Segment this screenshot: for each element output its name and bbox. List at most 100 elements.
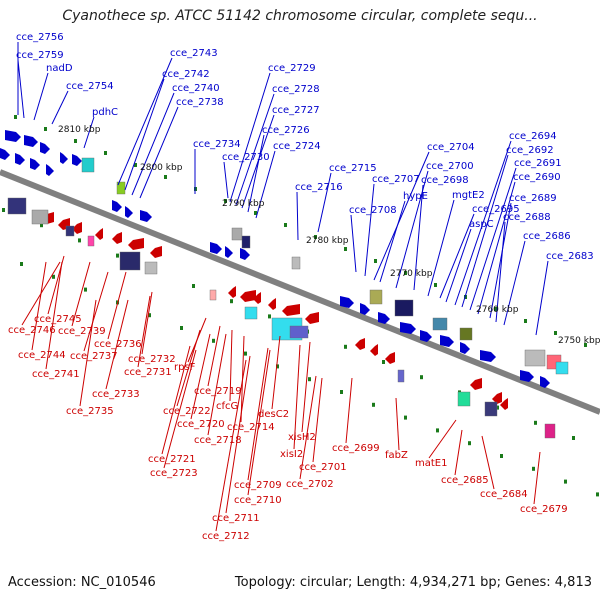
- reverse-gene-label[interactable]: cce_2679: [520, 504, 568, 515]
- forward-gene-label[interactable]: cce_2707: [372, 174, 420, 185]
- reverse-gene-label[interactable]: cce_2701: [299, 462, 347, 473]
- forward-gene-arrow[interactable]: [440, 335, 454, 347]
- forward-gene-label[interactable]: cce_2704: [427, 142, 475, 153]
- forward-gene-arrow[interactable]: [15, 153, 25, 165]
- reverse-gene-label[interactable]: cce_2741: [32, 369, 80, 380]
- forward-gene-arrow[interactable]: [360, 303, 370, 315]
- forward-gene-arrow[interactable]: [24, 135, 38, 147]
- gene-block[interactable]: [369, 289, 383, 305]
- forward-gene-label[interactable]: cce_2759: [16, 50, 64, 61]
- reverse-gene-arrow[interactable]: [305, 312, 319, 324]
- forward-gene-arrow[interactable]: [30, 158, 40, 170]
- forward-gene-arrow[interactable]: [520, 370, 534, 382]
- reverse-gene-label[interactable]: xisI2: [280, 449, 303, 460]
- gene-block[interactable]: [31, 209, 49, 225]
- forward-gene-label[interactable]: cce_2728: [272, 84, 320, 95]
- forward-gene-label[interactable]: cce_2692: [506, 145, 554, 156]
- reverse-gene-label[interactable]: cce_2685: [441, 475, 489, 486]
- reverse-gene-label[interactable]: matE1: [415, 458, 447, 469]
- forward-gene-label[interactable]: mgtE2: [452, 190, 485, 201]
- reverse-gene-label[interactable]: cce_2720: [177, 419, 225, 430]
- gene-block[interactable]: [459, 327, 473, 341]
- forward-gene-label[interactable]: cce_2716: [295, 182, 343, 193]
- forward-gene-arrow[interactable]: [140, 210, 152, 222]
- reverse-gene-label[interactable]: cce_2746: [8, 325, 56, 336]
- forward-gene-arrow[interactable]: [112, 200, 122, 212]
- forward-gene-arrow[interactable]: [480, 350, 496, 362]
- reverse-gene-arrow[interactable]: [72, 222, 82, 234]
- reverse-gene-arrow[interactable]: [500, 398, 508, 410]
- forward-gene-arrow[interactable]: [125, 206, 133, 218]
- gene-block[interactable]: [244, 306, 258, 320]
- forward-gene-arrow[interactable]: [210, 242, 222, 254]
- reverse-gene-label[interactable]: cce_2702: [286, 479, 334, 490]
- forward-gene-arrow[interactable]: [5, 130, 21, 142]
- reverse-gene-arrow[interactable]: [253, 292, 261, 304]
- forward-gene-label[interactable]: cce_2726: [262, 125, 310, 136]
- reverse-gene-label[interactable]: cce_2722: [163, 406, 211, 417]
- reverse-gene-label[interactable]: cce_2744: [18, 350, 66, 361]
- forward-gene-arrow[interactable]: [60, 152, 68, 164]
- reverse-gene-arrow[interactable]: [370, 344, 378, 356]
- reverse-gene-label[interactable]: cce_2732: [128, 354, 176, 365]
- reverse-gene-label[interactable]: cce_2699: [332, 443, 380, 454]
- reverse-gene-label[interactable]: cce_2739: [58, 326, 106, 337]
- forward-gene-label[interactable]: cce_2708: [349, 205, 397, 216]
- reverse-gene-label[interactable]: desC2: [258, 409, 289, 420]
- gene-block[interactable]: [65, 225, 75, 237]
- reverse-gene-arrow[interactable]: [95, 228, 103, 240]
- gene-block[interactable]: [231, 227, 243, 241]
- forward-gene-label[interactable]: cce_2683: [546, 251, 594, 262]
- reverse-gene-arrow[interactable]: [240, 290, 256, 302]
- forward-gene-label[interactable]: cce_2754: [66, 81, 114, 92]
- forward-gene-label[interactable]: cce_2715: [329, 163, 377, 174]
- reverse-gene-label[interactable]: cce_2712: [202, 531, 250, 542]
- gene-block[interactable]: [291, 256, 301, 270]
- gene-block[interactable]: [555, 361, 569, 375]
- forward-gene-label[interactable]: cce_2734: [193, 139, 241, 150]
- forward-gene-label[interactable]: cce_2700: [426, 161, 474, 172]
- gene-block[interactable]: [119, 251, 141, 271]
- reverse-gene-label[interactable]: cce_2737: [70, 351, 118, 362]
- reverse-gene-label[interactable]: cce_2709: [234, 480, 282, 491]
- forward-gene-label[interactable]: cce_2698: [421, 175, 469, 186]
- reverse-gene-label[interactable]: cce_2745: [34, 314, 82, 325]
- forward-gene-label[interactable]: cce_2738: [176, 97, 224, 108]
- forward-gene-arrow[interactable]: [0, 148, 10, 160]
- reverse-gene-label[interactable]: cce_2721: [148, 454, 196, 465]
- forward-gene-arrow[interactable]: [540, 376, 550, 388]
- gene-block[interactable]: [394, 299, 414, 317]
- forward-gene-label[interactable]: cce_2727: [272, 105, 320, 116]
- reverse-gene-label[interactable]: cce_2711: [212, 513, 260, 524]
- gene-block[interactable]: [432, 317, 448, 331]
- reverse-gene-label[interactable]: fabZ: [385, 450, 408, 461]
- gene-block[interactable]: [484, 401, 498, 417]
- gene-block[interactable]: [116, 181, 126, 195]
- gene-block[interactable]: [544, 423, 556, 439]
- gene-block[interactable]: [457, 391, 471, 407]
- forward-gene-label[interactable]: cce_2743: [170, 48, 218, 59]
- reverse-gene-label[interactable]: cce_2731: [124, 367, 172, 378]
- gene-block[interactable]: [144, 261, 158, 275]
- reverse-gene-arrow[interactable]: [492, 392, 502, 404]
- gene-block[interactable]: [289, 325, 309, 339]
- reverse-gene-arrow[interactable]: [470, 378, 482, 390]
- reverse-gene-arrow[interactable]: [268, 298, 276, 310]
- reverse-gene-label[interactable]: cce_2684: [480, 489, 528, 500]
- reverse-gene-arrow[interactable]: [282, 304, 300, 316]
- forward-gene-arrow[interactable]: [240, 248, 250, 260]
- forward-gene-label[interactable]: cce_2742: [162, 69, 210, 80]
- forward-gene-label[interactable]: cce_2740: [172, 83, 220, 94]
- forward-gene-label[interactable]: cce_2695: [472, 204, 520, 215]
- forward-gene-label[interactable]: nadD: [46, 63, 73, 74]
- reverse-gene-arrow[interactable]: [355, 338, 365, 350]
- reverse-gene-label[interactable]: cce_2714: [227, 422, 275, 433]
- reverse-gene-arrow[interactable]: [228, 286, 236, 298]
- forward-gene-label[interactable]: cce_2730: [222, 152, 270, 163]
- gene-block[interactable]: [7, 197, 27, 215]
- reverse-gene-label[interactable]: xisH2: [288, 432, 316, 443]
- forward-gene-arrow[interactable]: [400, 322, 416, 334]
- reverse-gene-label[interactable]: cce_2710: [234, 495, 282, 506]
- reverse-gene-label[interactable]: cce_2718: [194, 435, 242, 446]
